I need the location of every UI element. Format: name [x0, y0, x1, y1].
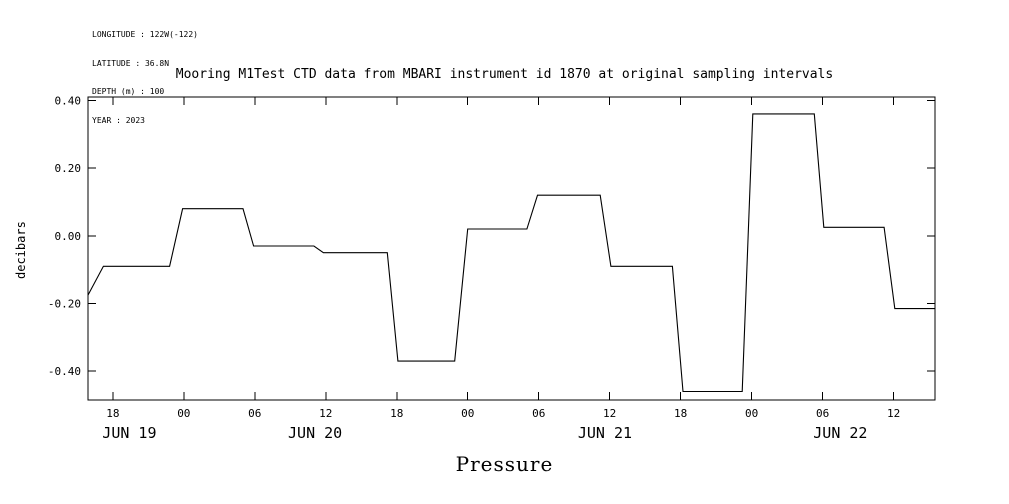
x-tick-label: 06 [532, 407, 545, 420]
metadata-year: YEAR : 2023 [92, 115, 145, 125]
x-tick-label: 12 [319, 407, 332, 420]
station-metadata: LONGITUDE : 122W(-122) LATITUDE : 36.8N … [92, 11, 198, 144]
y-tick-label: -0.40 [48, 365, 81, 378]
plot-border [87, 96, 936, 401]
x-tick-label: 00 [745, 407, 758, 420]
y-tick-label: -0.20 [48, 298, 81, 311]
x-tick-label: 00 [461, 407, 474, 420]
x-tick-label: 00 [177, 407, 190, 420]
x-tick-label: 12 [603, 407, 616, 420]
metadata-latitude: LATITUDE : 36.8N [92, 58, 170, 68]
x-tick-label: 06 [816, 407, 829, 420]
chart-title: Mooring M1Test CTD data from MBARI instr… [175, 67, 834, 82]
x-tick-label: 18 [674, 407, 687, 420]
y-tick-label: 0.00 [55, 230, 82, 243]
x-date-label: JUN 21 [578, 424, 632, 442]
x-tick-label: 12 [887, 407, 900, 420]
x-tick-label: 18 [390, 407, 403, 420]
metadata-depth: DEPTH (m) : 100 [92, 87, 165, 96]
x-tick-label: 18 [106, 407, 119, 420]
x-tick-label: 06 [248, 407, 261, 420]
y-tick-label: 0.40 [55, 94, 82, 107]
y-tick-label: 0.20 [55, 162, 82, 175]
pressure-line [87, 113, 935, 393]
x-date-label: JUN 22 [813, 424, 867, 442]
metadata-longitude: LONGITUDE : 122W(-122) [92, 30, 198, 39]
x-date-label: JUN 20 [288, 424, 342, 442]
bottom-axis-title: Pressure [455, 452, 554, 476]
x-date-label: JUN 19 [102, 424, 156, 442]
